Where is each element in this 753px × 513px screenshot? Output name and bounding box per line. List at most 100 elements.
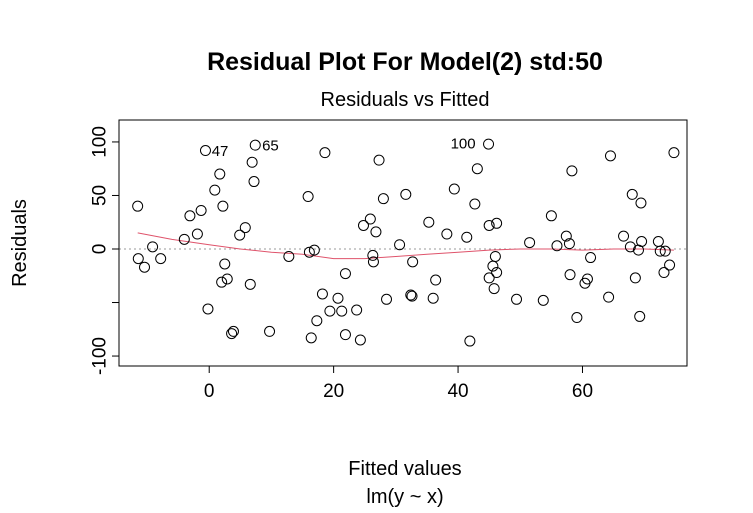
data-point [381,293,393,305]
point-annotations: 47 65 100 [212,136,476,160]
residual-points [132,138,680,347]
data-point [332,292,344,304]
y-tick-label: -100 [90,337,111,375]
point-label: 65 [262,138,279,155]
data-point [283,250,295,262]
data-point [367,249,379,261]
x-tick-label: 0 [204,381,215,402]
y-tick-label: 50 [90,185,111,206]
data-point [311,315,323,327]
data-point [652,236,664,248]
data-point [406,290,418,302]
data-point [407,256,419,268]
data-point [316,288,328,300]
chart-subtitle: Residuals vs Fitted [321,89,490,111]
data-point [244,278,256,290]
x-axis: 0 20 40 60 [204,365,593,402]
data-point [659,245,671,257]
data-point [373,154,385,166]
data-point [668,147,680,159]
data-point [511,293,523,305]
data-point [423,216,435,228]
data-point [603,291,615,303]
x-tick-label: 60 [572,381,593,402]
point-label: 47 [212,143,229,160]
data-point [202,303,214,315]
data-point [214,168,226,180]
data-point [488,283,500,295]
data-point [302,191,314,203]
model-formula-label: lm(y ~ x) [366,486,443,508]
y-tick-label: 100 [90,126,111,158]
data-point [246,156,258,168]
data-point [199,145,211,157]
data-point [636,236,648,248]
data-point [483,219,495,231]
data-point [394,239,406,251]
data-point [624,241,636,253]
data-point [635,197,647,209]
data-point [483,272,495,284]
data-point [324,305,336,317]
data-point [357,219,369,231]
data-point [339,329,351,341]
data-point [132,253,144,265]
data-point [571,312,583,324]
y-axis-title: Residuals [9,199,31,287]
data-point [351,304,363,316]
chart-title: Residual Plot For Model(2) std:50 [207,48,603,76]
data-point [448,183,460,195]
data-point [585,252,597,264]
data-point [248,176,260,188]
data-point [427,292,439,304]
data-point [178,233,190,245]
data-point [489,250,501,262]
data-point [551,240,563,252]
data-point [249,139,261,151]
data-point [560,230,572,242]
data-point [184,210,196,222]
data-point [469,198,481,210]
data-point [618,230,630,242]
y-tick-label: 0 [90,244,111,255]
data-point [239,222,251,234]
data-point [195,204,207,216]
data-point [537,294,549,306]
data-point [461,231,473,243]
x-tick-label: 20 [323,381,344,402]
data-point [629,272,641,284]
data-point [339,268,351,280]
data-point [664,259,676,271]
data-point [155,253,167,265]
data-point [305,332,317,344]
data-point [564,269,576,281]
data-point [367,256,379,268]
data-point [209,184,221,196]
data-point [221,273,233,285]
point-label: 100 [451,136,476,153]
data-point [303,246,315,258]
data-point [491,267,503,279]
data-point [581,273,593,285]
data-point [139,261,151,273]
data-point [132,200,144,212]
y-axis: -100 0 50 100 [90,126,120,375]
data-point [308,244,320,256]
data-point [234,229,246,241]
data-point [227,325,239,337]
smooth-line [137,232,674,260]
data-point [191,228,203,240]
data-point [400,188,412,200]
data-point [430,274,442,286]
data-point [634,310,646,322]
data-point [563,238,575,250]
x-tick-label: 40 [447,381,468,402]
data-point [405,289,417,301]
data-point [464,335,476,347]
data-point [219,258,231,270]
data-point [658,267,670,279]
data-point [264,325,276,337]
data-point [147,241,159,253]
data-point [370,226,382,238]
